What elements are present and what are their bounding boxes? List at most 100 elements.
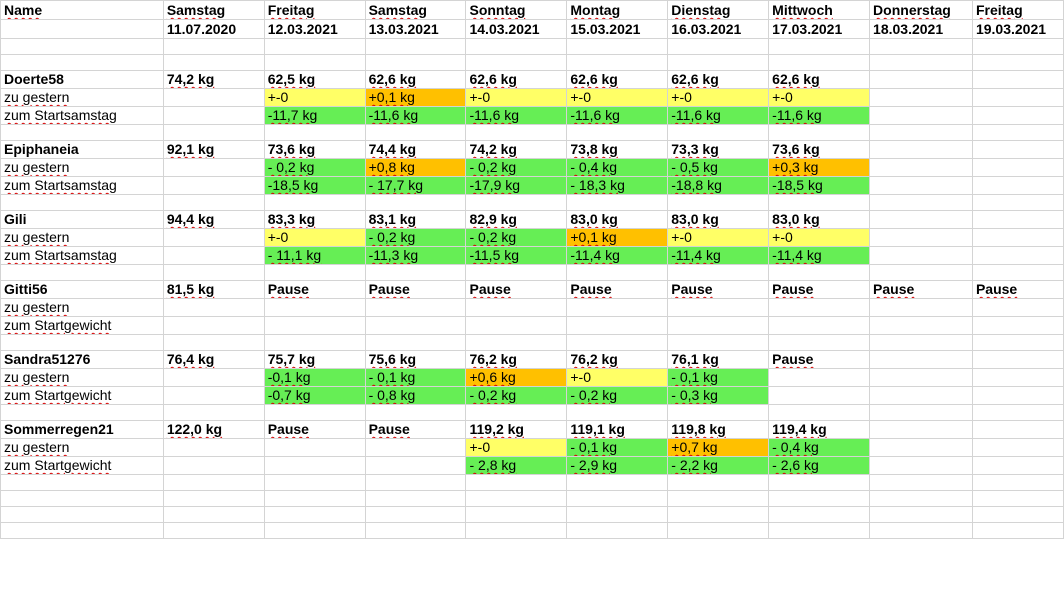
header-day-cell[interactable]: Dienstag [667,0,770,20]
weight-cell[interactable]: Pause [971,280,1064,299]
weight-cell[interactable] [869,70,973,89]
start-change-label[interactable]: zum Startgewicht [0,456,164,475]
weight-cell[interactable]: 94,4 kg [162,210,265,229]
empty-cell[interactable] [971,474,1064,491]
weight-cell[interactable]: 122,0 kg [162,420,265,439]
empty-cell[interactable] [162,38,265,55]
empty-cell[interactable] [869,124,973,141]
empty-cell[interactable] [971,404,1064,421]
weight-cell[interactable] [971,70,1064,89]
start-change-cell[interactable]: -0,7 kg [263,386,366,405]
empty-cell[interactable] [971,264,1064,281]
empty-cell[interactable] [768,404,871,421]
empty-cell[interactable] [263,194,366,211]
header-date-cell[interactable]: 14.03.2021 [465,19,568,39]
empty-cell[interactable] [768,264,871,281]
weight-cell[interactable]: 81,5 kg [162,280,265,299]
start-change-cell[interactable] [566,316,669,335]
daily-change-cell[interactable] [162,368,265,387]
start-change-cell[interactable] [465,316,568,335]
empty-cell[interactable] [364,474,467,491]
empty-cell[interactable] [364,38,467,55]
empty-cell[interactable] [971,506,1064,523]
header-day-cell[interactable]: Freitag [971,0,1064,20]
start-change-cell[interactable]: -18,5 kg [263,176,366,195]
empty-cell[interactable] [768,506,871,523]
start-change-label[interactable]: zum Startsamstag [0,246,164,265]
empty-cell[interactable] [869,54,973,71]
empty-cell[interactable] [0,54,164,71]
daily-change-cell[interactable] [869,88,973,107]
weight-cell[interactable]: Pause [263,280,366,299]
start-change-cell[interactable] [869,176,973,195]
empty-cell[interactable] [566,38,669,55]
weight-cell[interactable]: 76,2 kg [566,350,669,369]
daily-change-cell[interactable]: +-0 [566,368,669,387]
daily-change-cell[interactable]: - 0,2 kg [364,228,467,247]
daily-change-cell[interactable] [263,438,366,457]
empty-cell[interactable] [566,264,669,281]
weight-cell[interactable]: 76,2 kg [465,350,568,369]
start-change-cell[interactable]: -11,6 kg [667,106,770,125]
empty-cell[interactable] [0,474,164,491]
empty-cell[interactable] [768,522,871,539]
daily-change-cell[interactable] [768,298,871,317]
weight-cell[interactable]: 83,3 kg [263,210,366,229]
empty-cell[interactable] [667,194,770,211]
header-date-cell[interactable]: 13.03.2021 [364,19,467,39]
daily-change-cell[interactable] [162,298,265,317]
empty-cell[interactable] [364,522,467,539]
empty-cell[interactable] [465,522,568,539]
empty-cell[interactable] [162,490,265,507]
empty-cell[interactable] [667,334,770,351]
start-change-cell[interactable] [364,456,467,475]
daily-change-cell[interactable]: +-0 [263,88,366,107]
weight-cell[interactable]: 76,4 kg [162,350,265,369]
person-name-cell[interactable]: Epiphaneia [0,140,164,159]
start-change-cell[interactable] [869,316,973,335]
start-change-cell[interactable]: - 2,9 kg [566,456,669,475]
start-change-cell[interactable] [162,386,265,405]
start-change-cell[interactable]: -11,6 kg [364,106,467,125]
header-date-cell[interactable]: 15.03.2021 [566,19,669,39]
start-change-cell[interactable]: -11,7 kg [263,106,366,125]
start-change-cell[interactable]: -18,5 kg [768,176,871,195]
header-day-cell[interactable]: Mittwoch [768,0,871,20]
start-change-cell[interactable] [971,176,1064,195]
weight-cell[interactable]: Pause [566,280,669,299]
daily-change-cell[interactable] [869,228,973,247]
weight-cell[interactable]: Pause [667,280,770,299]
start-change-cell[interactable] [162,176,265,195]
start-change-cell[interactable] [162,106,265,125]
daily-change-label[interactable]: zu gestern [0,438,164,457]
person-name-cell[interactable]: Sandra51276 [0,350,164,369]
daily-change-cell[interactable] [869,298,973,317]
empty-cell[interactable] [869,490,973,507]
start-change-cell[interactable]: -11,6 kg [465,106,568,125]
empty-cell[interactable] [667,474,770,491]
empty-cell[interactable] [465,264,568,281]
empty-cell[interactable] [869,506,973,523]
daily-change-label[interactable]: zu gestern [0,368,164,387]
empty-cell[interactable] [768,490,871,507]
header-day-cell[interactable]: Samstag [162,0,265,20]
weight-cell[interactable]: 62,6 kg [465,70,568,89]
daily-change-cell[interactable]: - 0,4 kg [566,158,669,177]
start-change-cell[interactable] [869,246,973,265]
weight-cell[interactable]: 83,0 kg [768,210,871,229]
header-date-cell[interactable]: 18.03.2021 [869,19,973,39]
weight-cell[interactable]: Pause [263,420,366,439]
start-change-cell[interactable]: -11,6 kg [768,106,871,125]
daily-change-cell[interactable]: +-0 [465,438,568,457]
daily-change-cell[interactable] [364,298,467,317]
weight-cell[interactable]: 62,6 kg [364,70,467,89]
start-change-label[interactable]: zum Startgewicht [0,316,164,335]
start-change-cell[interactable]: - 0,8 kg [364,386,467,405]
start-change-cell[interactable] [364,316,467,335]
daily-change-cell[interactable]: - 0,2 kg [263,158,366,177]
daily-change-cell[interactable]: - 0,4 kg [768,438,871,457]
empty-cell[interactable] [364,404,467,421]
weight-cell[interactable]: 92,1 kg [162,140,265,159]
empty-cell[interactable] [0,264,164,281]
weight-cell[interactable]: 62,5 kg [263,70,366,89]
